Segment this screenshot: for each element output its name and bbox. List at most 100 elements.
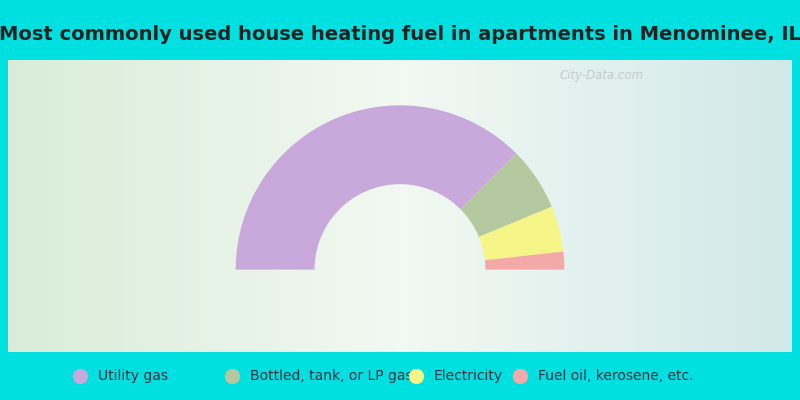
Bar — [662, 60, 666, 352]
Bar — [580, 60, 584, 352]
Bar — [616, 60, 619, 352]
Bar — [686, 60, 690, 352]
Bar — [749, 60, 753, 352]
Bar — [130, 60, 134, 352]
Bar — [86, 60, 90, 352]
Bar — [765, 60, 769, 352]
Bar — [12, 60, 16, 352]
Bar — [290, 60, 294, 352]
Bar — [208, 60, 212, 352]
Bar — [635, 60, 639, 352]
Bar — [126, 60, 130, 352]
Bar — [494, 60, 498, 352]
Bar — [726, 60, 730, 352]
Text: Fuel oil, kerosene, etc.: Fuel oil, kerosene, etc. — [538, 369, 693, 383]
Bar — [55, 60, 59, 352]
Bar — [43, 60, 47, 352]
Bar — [714, 60, 718, 352]
Bar — [455, 60, 459, 352]
Bar — [142, 60, 146, 352]
Bar — [349, 60, 353, 352]
Bar — [181, 60, 184, 352]
Bar — [51, 60, 55, 352]
Bar — [149, 60, 153, 352]
Bar — [177, 60, 181, 352]
Bar — [534, 60, 538, 352]
Bar — [341, 60, 345, 352]
Bar — [270, 60, 274, 352]
Wedge shape — [479, 207, 563, 260]
Bar — [338, 60, 341, 352]
Bar — [584, 60, 588, 352]
Bar — [788, 60, 792, 352]
Bar — [549, 60, 553, 352]
Bar — [173, 60, 177, 352]
Bar — [302, 60, 306, 352]
Bar — [282, 60, 286, 352]
Bar — [718, 60, 722, 352]
Bar — [776, 60, 780, 352]
Bar — [235, 60, 239, 352]
Bar — [146, 60, 149, 352]
Bar — [204, 60, 208, 352]
Bar — [690, 60, 694, 352]
Text: Electricity: Electricity — [434, 369, 502, 383]
Bar — [639, 60, 643, 352]
Bar — [482, 60, 486, 352]
Bar — [365, 60, 369, 352]
Bar — [384, 60, 388, 352]
Bar — [266, 60, 270, 352]
Bar — [165, 60, 169, 352]
Bar — [737, 60, 741, 352]
Bar — [698, 60, 702, 352]
Bar — [753, 60, 757, 352]
Bar — [322, 60, 326, 352]
Bar — [243, 60, 247, 352]
Bar — [462, 60, 466, 352]
Bar — [518, 60, 522, 352]
Bar — [682, 60, 686, 352]
Bar — [596, 60, 600, 352]
Bar — [470, 60, 474, 352]
Bar — [502, 60, 506, 352]
Bar — [706, 60, 710, 352]
Bar — [474, 60, 478, 352]
Bar — [157, 60, 161, 352]
Bar — [110, 60, 114, 352]
Bar — [212, 60, 216, 352]
Bar — [612, 60, 616, 352]
Bar — [39, 60, 43, 352]
Bar — [510, 60, 514, 352]
Bar — [306, 60, 310, 352]
Bar — [600, 60, 604, 352]
Bar — [784, 60, 788, 352]
Bar — [192, 60, 196, 352]
Bar — [478, 60, 482, 352]
Bar — [24, 60, 27, 352]
Wedge shape — [236, 105, 516, 270]
Bar — [231, 60, 235, 352]
Bar — [220, 60, 224, 352]
Bar — [651, 60, 654, 352]
Bar — [506, 60, 510, 352]
Bar — [451, 60, 455, 352]
Bar — [643, 60, 647, 352]
Bar — [27, 60, 31, 352]
Bar — [262, 60, 266, 352]
Bar — [334, 60, 338, 352]
Bar — [118, 60, 122, 352]
Bar — [31, 60, 35, 352]
Bar — [361, 60, 365, 352]
Bar — [561, 60, 565, 352]
Bar — [298, 60, 302, 352]
Bar — [259, 60, 262, 352]
Bar — [47, 60, 51, 352]
Bar — [396, 60, 400, 352]
Bar — [184, 60, 188, 352]
Bar — [408, 60, 412, 352]
Bar — [619, 60, 623, 352]
Bar — [251, 60, 255, 352]
Bar — [557, 60, 561, 352]
Bar — [134, 60, 138, 352]
Bar — [161, 60, 165, 352]
